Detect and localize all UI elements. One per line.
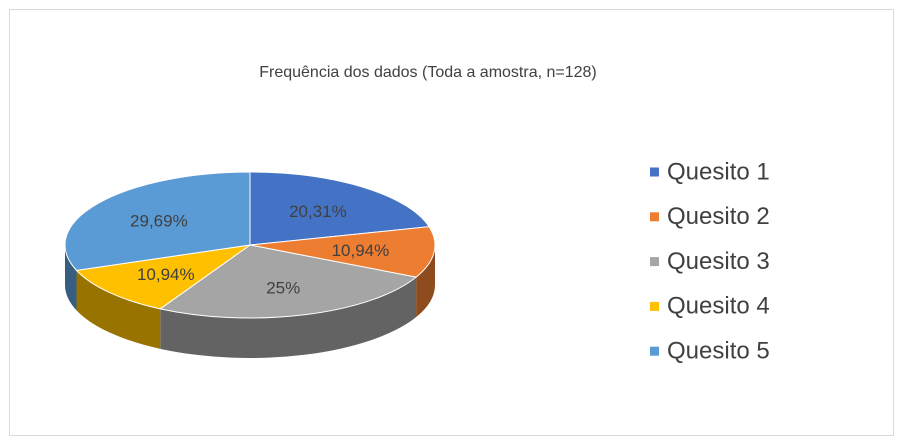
pie-slice (75, 244, 251, 310)
data-label: 29,69% (130, 211, 188, 230)
legend-marker (650, 257, 659, 267)
data-label: 10,94% (332, 241, 390, 260)
pie-slice-side (76, 270, 161, 349)
data-label: 20,31% (289, 202, 347, 221)
legend-marker (650, 167, 659, 177)
pie-slice (249, 171, 430, 246)
legend-label: Quesito 2 (667, 203, 770, 230)
data-label: 25% (266, 278, 300, 297)
pie-slice (159, 244, 418, 319)
pie-slice-side (160, 277, 417, 358)
legend-label: Quesito 3 (667, 248, 770, 275)
legend-label: Quesito 5 (667, 338, 770, 365)
legend-marker (650, 212, 659, 222)
chart-title: Frequência dos dados (Toda a amostra, n=… (259, 64, 597, 81)
pie-slice (249, 226, 436, 278)
legend-label: Quesito 1 (667, 158, 770, 185)
pie-slice-side (416, 245, 435, 318)
pie-slice (64, 171, 251, 271)
legend-marker (650, 346, 659, 356)
pie-slice-side (65, 245, 77, 311)
data-label: 10,94% (137, 265, 195, 284)
legend-marker (650, 301, 659, 311)
legend-label: Quesito 4 (667, 293, 770, 320)
